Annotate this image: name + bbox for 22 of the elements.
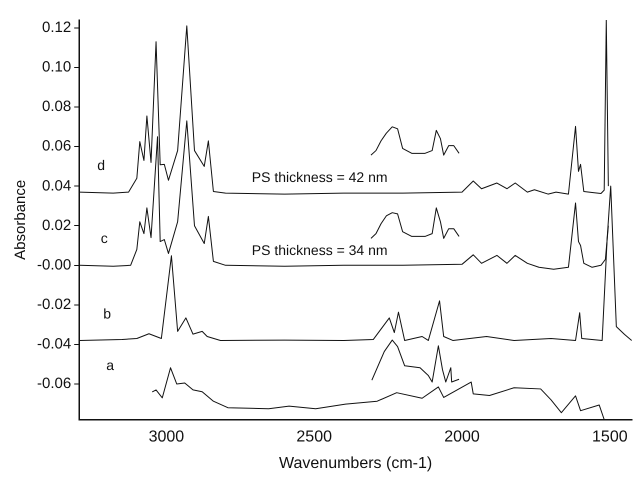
y-tick-label: -0.02	[36, 296, 72, 314]
y-tick-label: 0.12	[42, 19, 72, 36]
x-tick-label: 2500	[296, 428, 332, 446]
y-tick-label: -0.06	[36, 375, 72, 392]
y-tick-label: 0.06	[42, 138, 72, 155]
y-tick-label: 0.08	[42, 98, 72, 116]
y-tick-label: -0.04	[36, 336, 72, 353]
y-tick-label: -0.00	[36, 256, 72, 274]
annotation: a	[106, 356, 114, 373]
annotation: d	[97, 156, 106, 173]
y-axis-title: Absorbance	[12, 180, 30, 260]
y-tick-label: 0.04	[42, 177, 72, 194]
annotation: b	[103, 305, 112, 322]
x-tick-label: 1500	[592, 428, 628, 446]
annotation: c	[100, 230, 108, 246]
x-tick-label: 2000	[444, 428, 480, 446]
y-tick-label: 0.02	[42, 216, 72, 234]
x-axis-title: Wavenumbers (cm-1)	[278, 454, 432, 472]
annotation: PS thickness = 42 nm	[252, 168, 388, 185]
annotation: PS thickness = 34 nm	[252, 242, 388, 258]
x-tick-label: 3000	[148, 428, 184, 446]
y-tick-label: 0.10	[42, 58, 72, 76]
